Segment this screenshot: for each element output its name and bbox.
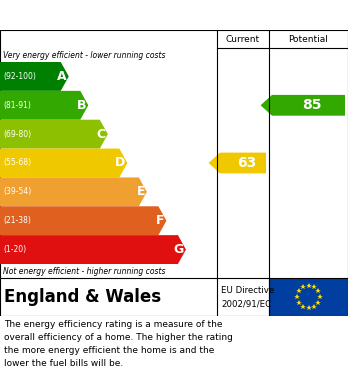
Text: EU Directive
2002/91/EC: EU Directive 2002/91/EC — [221, 286, 274, 308]
Text: Potential: Potential — [288, 34, 329, 43]
Text: B: B — [77, 99, 86, 112]
Text: Not energy efficient - higher running costs: Not energy efficient - higher running co… — [3, 267, 166, 276]
Text: (55-68): (55-68) — [3, 158, 31, 167]
Polygon shape — [0, 149, 127, 178]
Text: A: A — [57, 70, 67, 83]
Text: 85: 85 — [302, 98, 322, 112]
Text: C: C — [97, 127, 106, 141]
Polygon shape — [0, 62, 69, 91]
Polygon shape — [0, 235, 186, 264]
Bar — [269, 278, 348, 316]
Text: Very energy efficient - lower running costs: Very energy efficient - lower running co… — [3, 50, 166, 59]
Polygon shape — [0, 206, 166, 235]
Polygon shape — [0, 120, 108, 149]
Polygon shape — [0, 91, 88, 120]
Text: The energy efficiency rating is a measure of the
overall efficiency of a home. T: The energy efficiency rating is a measur… — [4, 320, 233, 368]
Text: (1-20): (1-20) — [3, 245, 26, 254]
Text: (39-54): (39-54) — [3, 187, 31, 196]
Text: (92-100): (92-100) — [3, 72, 36, 81]
Text: (69-80): (69-80) — [3, 130, 31, 139]
Text: F: F — [156, 214, 164, 227]
Text: Energy Efficiency Rating: Energy Efficiency Rating — [69, 7, 279, 23]
Text: (81-91): (81-91) — [3, 101, 31, 110]
Polygon shape — [261, 95, 345, 116]
Text: E: E — [136, 185, 145, 198]
Text: G: G — [174, 243, 184, 256]
Text: 63: 63 — [237, 156, 256, 170]
Text: Current: Current — [226, 34, 260, 43]
Polygon shape — [0, 178, 147, 206]
Text: D: D — [115, 156, 125, 170]
Polygon shape — [208, 152, 266, 173]
Text: (21-38): (21-38) — [3, 216, 31, 225]
Text: England & Wales: England & Wales — [4, 288, 161, 306]
